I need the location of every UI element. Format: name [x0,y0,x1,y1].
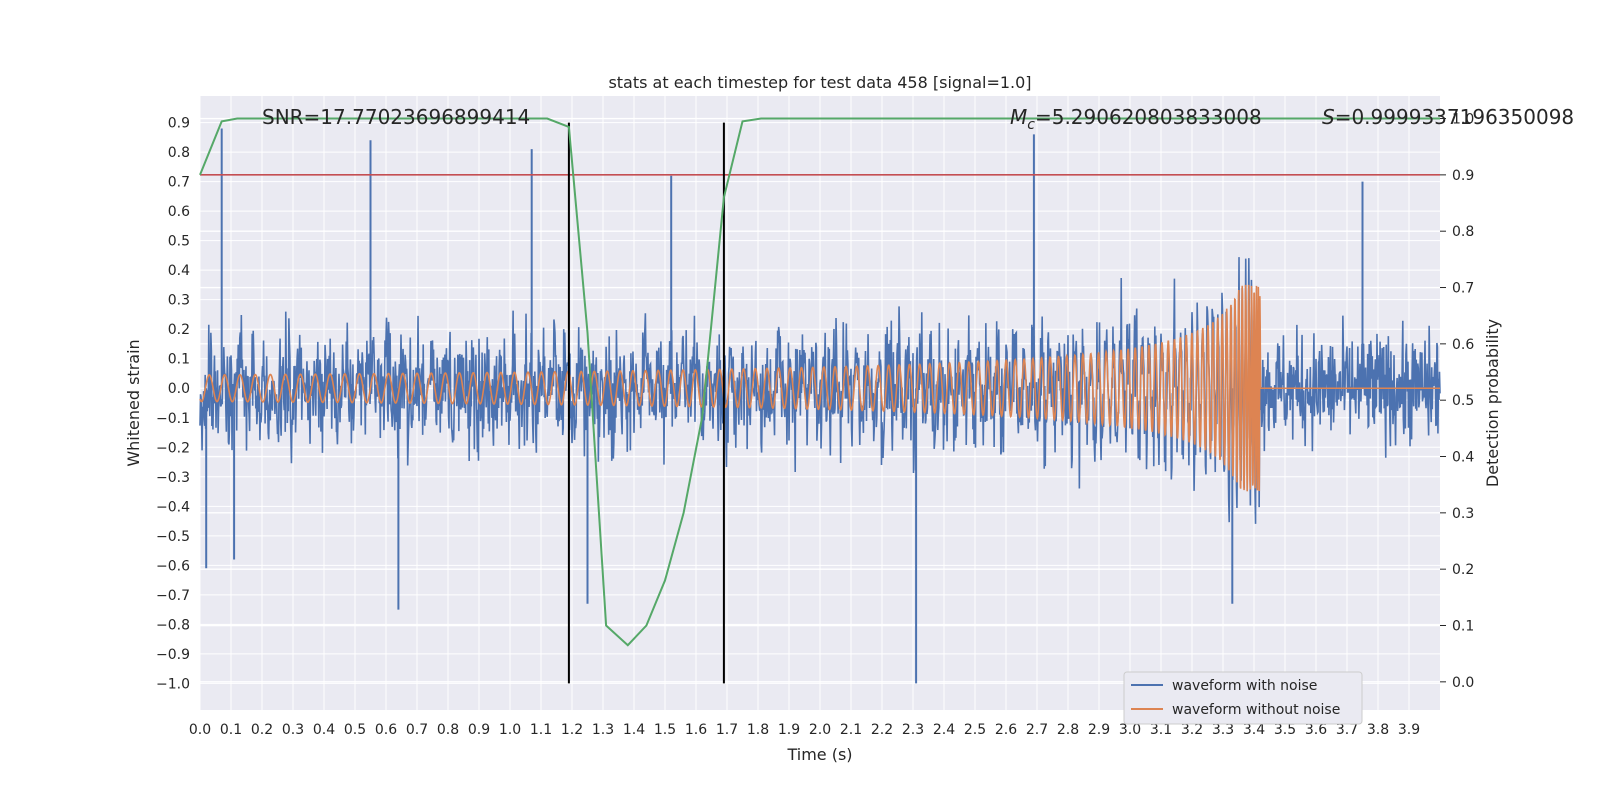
x-tick-label: 1.8 [747,722,769,738]
y-tick-label: −0.1 [156,411,190,427]
overlays [199,117,1440,684]
x-tick-label: 1.3 [592,722,614,738]
y2-tick-label: 0.3 [1452,506,1474,522]
x-tick-label: 0.0 [189,722,211,738]
snr-annotation: SNR=17.77023696899414 [262,105,530,129]
y-tick-label: −0.5 [156,529,190,545]
chart-title: stats at each timestep for test data 458… [608,73,1031,92]
x-tick-label: 1.1 [530,722,552,738]
x-tick-label: 3.2 [1181,722,1203,738]
series-waveform-without-noise [199,284,1440,492]
y2-axis-label: Detection probability [1483,319,1502,487]
x-tick-label: 1.5 [654,722,676,738]
x-tick-label: 3.3 [1212,722,1234,738]
y-tick-label: −0.9 [156,647,190,663]
x-tick-label: 3.9 [1398,722,1420,738]
x-tick-label: 2.2 [871,722,893,738]
y-axis-left: 0.9 0.8 0.7 0.6 0.5 0.4 0.3 0.2 0.1 0.0 −0.1 −0.2 −0… [156,116,190,693]
x-tick-label: 0.2 [251,722,273,738]
y-tick-label: −0.3 [156,470,190,486]
x-tick-label: 2.4 [933,722,955,738]
x-tick-label: 0.6 [375,722,397,738]
x-tick-label: 0.4 [313,722,335,738]
x-tick-label: 2.9 [1088,722,1110,738]
y2-tick-label: 0.8 [1452,224,1474,240]
clean-waveform-line [199,284,1440,492]
y-tick-label: −0.6 [156,558,190,574]
x-tick-label: 0.9 [468,722,490,738]
x-tick-label: 2.0 [809,722,831,738]
x-tick-label: 1.6 [685,722,707,738]
y2-tick-label: 0.7 [1452,281,1474,297]
y-tick-label: −0.8 [156,617,190,633]
y-tick-label: 0.7 [168,175,190,191]
chirp-mass-subscript: c [1027,117,1035,133]
chirp-mass-symbol: M [1010,105,1027,129]
y2-tick-label: 0.4 [1452,450,1474,466]
y-tick-label: 0.6 [168,204,190,220]
x-tick-label: 2.3 [902,722,924,738]
y-axis-label: Whitened strain [124,339,143,466]
y-axis-right: 1.0 0.9 0.8 0.7 0.6 0.5 0.4 0.3 0.2 0.1 0.0 [1440,112,1474,691]
x-tick-label: 2.1 [840,722,862,738]
y-tick-label: 0.0 [168,381,190,397]
x-tick-label: 2.6 [995,722,1017,738]
x-tick-label: 3.6 [1305,722,1327,738]
legend: waveform with noise waveform without noi… [1123,671,1363,725]
y-tick-label: −0.2 [156,440,190,456]
y2-tick-label: 0.6 [1452,337,1474,353]
x-tick-label: 0.1 [220,722,242,738]
x-tick-label: 1.2 [561,722,583,738]
x-tick-label: 1.7 [716,722,738,738]
x-axis: 0.0 0.1 0.2 0.3 0.4 0.5 0.6 0.7 0.8 0.9 1.0 1.1 1.2 1… [189,722,1420,738]
x-tick-label: 1.4 [623,722,645,738]
y-tick-label: 0.1 [168,352,190,368]
y-tick-label: 0.9 [168,116,190,132]
legend-label-clean: waveform without noise [1172,702,1340,718]
legend-box [1123,671,1363,725]
x-tick-label: 2.7 [1026,722,1048,738]
detection-probability-line [199,117,1440,647]
x-tick-label: 3.8 [1367,722,1389,738]
chirp-mass-value: =5.290620803833008 [1035,105,1262,129]
x-tick-label: 2.8 [1057,722,1079,738]
x-tick-label: 3.4 [1243,722,1265,738]
y-tick-label: −0.4 [156,499,190,515]
x-tick-label: 0.8 [437,722,459,738]
x-tick-label: 3.1 [1150,722,1172,738]
x-axis-label: Time (s) [786,745,852,764]
x-tick-label: 0.3 [282,722,304,738]
y-tick-label: −1.0 [156,676,190,692]
y2-tick-label: 0.2 [1452,562,1474,578]
y2-tick-label: 0.0 [1452,675,1474,691]
x-tick-label: 3.5 [1274,722,1296,738]
x-tick-label: 2.5 [964,722,986,738]
y-tick-label: 0.3 [168,293,190,309]
y2-tick-label: 0.1 [1452,619,1474,635]
x-tick-label: 1.9 [778,722,800,738]
y2-tick-label: 0.5 [1452,393,1474,409]
y-tick-label: −0.7 [156,588,190,604]
x-tick-label: 0.5 [344,722,366,738]
x-tick-label: 1.0 [499,722,521,738]
y-tick-label: 0.5 [168,234,190,250]
y2-tick-label: 1.0 [1452,112,1474,128]
y-tick-label: 0.8 [168,145,190,161]
x-tick-label: 3.7 [1336,722,1358,738]
legend-label-noise: waveform with noise [1172,678,1317,694]
score-symbol: S [1322,105,1335,129]
x-tick-label: 3.0 [1119,722,1141,738]
chirp-mass-annotation: Mc=5.290620803833008 [1010,105,1262,133]
score-annotation: S=0.9999337196350098 [1322,105,1574,129]
y-tick-label: 0.4 [168,263,190,279]
x-tick-label: 0.7 [406,722,428,738]
y2-tick-label: 0.9 [1452,168,1474,184]
y-tick-label: 0.2 [168,322,190,338]
score-value: =0.9999337196350098 [1335,105,1574,129]
